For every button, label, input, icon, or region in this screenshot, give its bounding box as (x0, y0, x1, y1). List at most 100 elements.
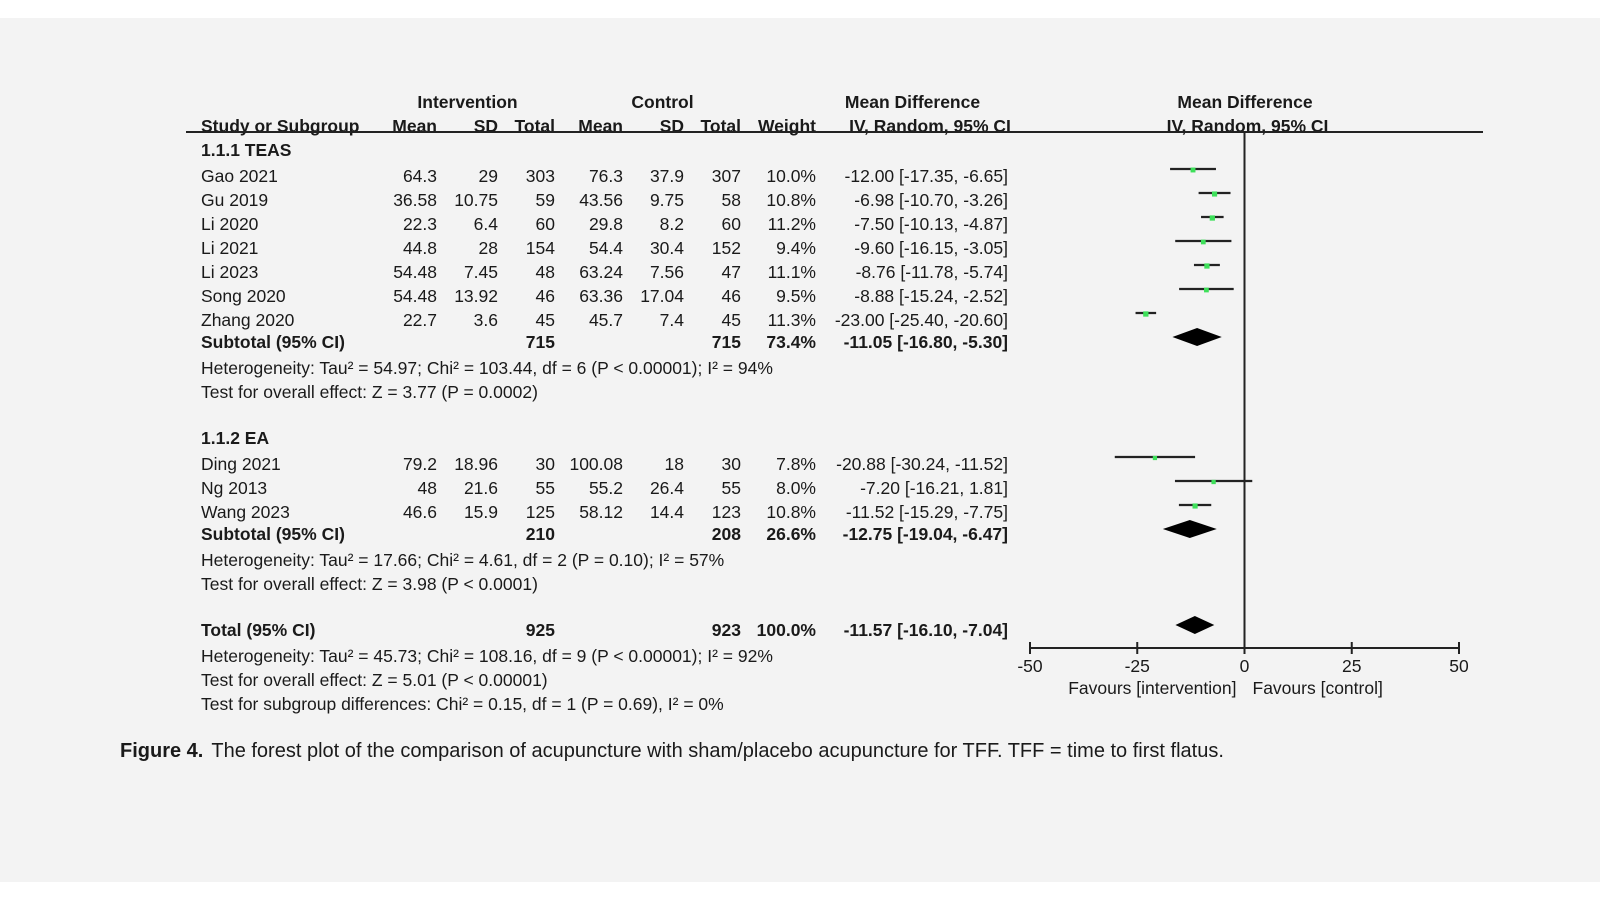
study-name: Li 2021 (201, 238, 259, 258)
subgroup-differences-text: Test for subgroup differences: Chi² = 0.… (201, 694, 724, 714)
subtotal-weight: 26.6% (766, 524, 816, 544)
study-i-total: 45 (535, 310, 555, 330)
study-i-total: 46 (535, 286, 555, 306)
study-c-total: 30 (721, 454, 741, 474)
study-i-total: 30 (535, 454, 555, 474)
study-md-text: -7.50 [-10.13, -4.87] (854, 214, 1008, 234)
study-i-total: 60 (535, 214, 555, 234)
subtotal-weight: 73.4% (766, 332, 816, 352)
study-point (1211, 191, 1218, 197)
study-name: Li 2023 (201, 262, 259, 282)
study-point (1209, 215, 1215, 221)
study-c-mean: 76.3 (588, 166, 623, 186)
study-c-mean: 58.12 (579, 502, 623, 522)
study-i-total: 125 (525, 502, 555, 522)
study-c-mean: 55.2 (588, 478, 623, 498)
summary-diamond (1175, 616, 1215, 634)
study-c-sd: 30.4 (649, 238, 684, 258)
study-c-sd: 37.9 (649, 166, 684, 186)
study-point (1204, 263, 1210, 269)
study-c-mean: 100.08 (569, 454, 623, 474)
study-c-sd: 14.4 (649, 502, 684, 522)
study-i-sd: 10.75 (454, 190, 498, 210)
study-point (1211, 479, 1216, 485)
study-c-mean: 43.56 (579, 190, 623, 210)
study-name: Gao 2021 (201, 166, 278, 186)
study-weight: 11.2% (767, 214, 816, 234)
study-md-text: -8.76 [-11.78, -5.74] (855, 262, 1008, 282)
study-c-total: 46 (721, 286, 741, 306)
subgroup-title: 1.1.2 EA (201, 428, 270, 448)
study-i-sd: 6.4 (473, 214, 498, 234)
study-i-sd: 29 (478, 166, 498, 186)
study-i-mean: 54.48 (393, 286, 437, 306)
study-name: Ng 2013 (201, 478, 268, 498)
study-name: Gu 2019 (201, 190, 269, 210)
study-i-sd: 7.45 (463, 262, 498, 282)
study-i-total: 154 (525, 238, 555, 258)
study-i-mean: 46.6 (402, 502, 437, 522)
study-i-total: 48 (535, 262, 555, 282)
study-i-mean: 48 (417, 478, 437, 498)
study-point (1143, 311, 1149, 317)
study-i-mean: 36.58 (393, 190, 437, 210)
study-c-sd: 8.2 (659, 214, 684, 234)
header-md-plot: Mean Difference (1177, 92, 1313, 112)
study-name: Wang 2023 (201, 502, 290, 522)
study-c-total: 60 (721, 214, 741, 234)
study-c-sd: 9.75 (649, 190, 684, 210)
subtotal-i-total: 715 (525, 332, 555, 352)
study-c-mean: 54.4 (588, 238, 623, 258)
study-name: Li 2020 (201, 214, 259, 234)
subtotal-c-total: 208 (711, 524, 741, 544)
study-c-total: 47 (721, 262, 741, 282)
total-c-total: 923 (711, 620, 741, 640)
study-c-total: 123 (711, 502, 741, 522)
study-c-sd: 7.4 (659, 310, 684, 330)
study-c-mean: 45.7 (588, 310, 623, 330)
study-i-sd: 28 (478, 238, 498, 258)
summary-diamond (1162, 520, 1217, 538)
x-tick-label: 50 (1449, 656, 1469, 676)
study-weight: 8.0% (776, 478, 816, 498)
study-c-sd: 26.4 (649, 478, 684, 498)
header-md-text: Mean Difference (844, 92, 981, 112)
x-tick-label: -50 (1017, 656, 1043, 676)
study-md-text: -20.88 [-30.24, -11.52] (836, 454, 1008, 474)
overall-effect-text: Test for overall effect: Z = 3.77 (P = 0… (201, 382, 538, 402)
subgroup-title: 1.1.1 TEAS (201, 140, 292, 160)
study-i-sd: 3.6 (473, 310, 498, 330)
total-overall-effect-text: Test for overall effect: Z = 5.01 (P < 0… (201, 670, 548, 690)
heterogeneity-text: Heterogeneity: Tau² = 54.97; Chi² = 103.… (201, 358, 773, 378)
study-i-mean: 79.2 (402, 454, 437, 474)
header-intervention: Intervention (417, 92, 518, 112)
study-weight: 7.8% (776, 454, 816, 474)
figure-caption: Figure 4. The forest plot of the comparis… (120, 740, 1224, 763)
study-md-text: -12.00 [-17.35, -6.65] (844, 166, 1008, 186)
subtotal-md-text: -12.75 [-19.04, -6.47] (842, 524, 1008, 544)
study-md-text: -6.98 [-10.70, -3.26] (854, 190, 1008, 210)
study-point (1200, 239, 1206, 245)
study-i-mean: 22.3 (402, 214, 437, 234)
study-i-total: 59 (535, 190, 555, 210)
study-c-total: 45 (721, 310, 741, 330)
summary-diamond (1172, 328, 1222, 346)
study-i-sd: 13.92 (454, 286, 498, 306)
study-point (1152, 455, 1158, 461)
study-c-sd: 18 (664, 454, 684, 474)
study-c-sd: 17.04 (640, 286, 684, 306)
study-c-total: 58 (721, 190, 741, 210)
favours-control-label: Favours [control] (1253, 678, 1383, 698)
study-weight: 11.1% (767, 262, 816, 282)
study-c-mean: 63.36 (579, 286, 623, 306)
study-md-text: -8.88 [-15.24, -2.52] (854, 286, 1008, 306)
study-weight: 10.0% (766, 166, 816, 186)
caption-label: Figure 4. (120, 740, 204, 762)
study-i-total: 55 (535, 478, 555, 498)
study-md-text: -9.60 [-16.15, -3.05] (854, 238, 1008, 258)
header-control: Control (631, 92, 694, 112)
study-c-total: 152 (711, 238, 741, 258)
study-weight: 9.4% (776, 238, 816, 258)
study-i-mean: 44.8 (402, 238, 437, 258)
